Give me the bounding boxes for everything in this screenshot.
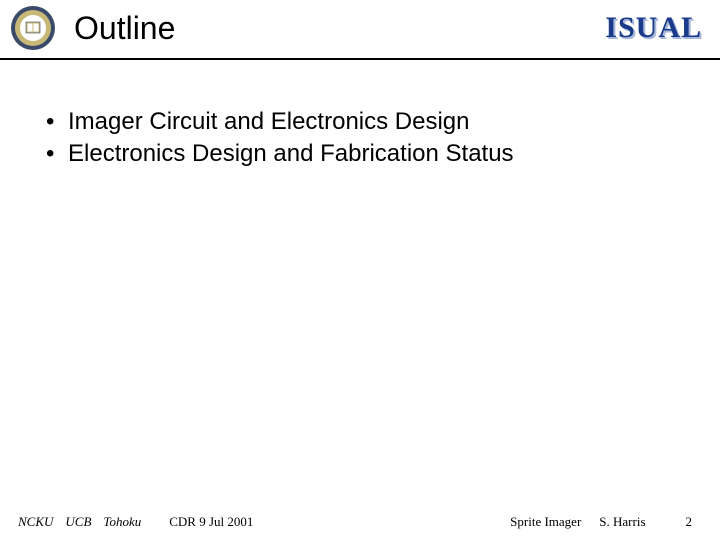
footer-org: NCKU: [18, 514, 53, 530]
page-number: 2: [686, 514, 693, 530]
slide-title: Outline: [74, 10, 605, 47]
isual-logo: ISUAL: [605, 11, 702, 45]
list-item: Imager Circuit and Electronics Design: [42, 106, 678, 138]
footer-orgs: NCKU UCB Tohoku: [18, 514, 141, 530]
footer-org: Tohoku: [103, 514, 141, 530]
footer-project: Sprite Imager: [510, 514, 581, 530]
university-seal-icon: [10, 5, 56, 51]
outline-list: Imager Circuit and Electronics Design El…: [42, 106, 678, 171]
footer-org: UCB: [65, 514, 91, 530]
list-item: Electronics Design and Fabrication Statu…: [42, 138, 678, 170]
slide-header: Outline ISUAL: [0, 0, 720, 60]
footer-author: S. Harris: [599, 514, 645, 530]
footer-right: Sprite Imager S. Harris 2: [510, 514, 692, 530]
slide-footer: NCKU UCB Tohoku CDR 9 Jul 2001 Sprite Im…: [0, 514, 720, 530]
footer-event: CDR 9 Jul 2001: [169, 514, 253, 530]
slide-content: Imager Circuit and Electronics Design El…: [0, 60, 720, 171]
